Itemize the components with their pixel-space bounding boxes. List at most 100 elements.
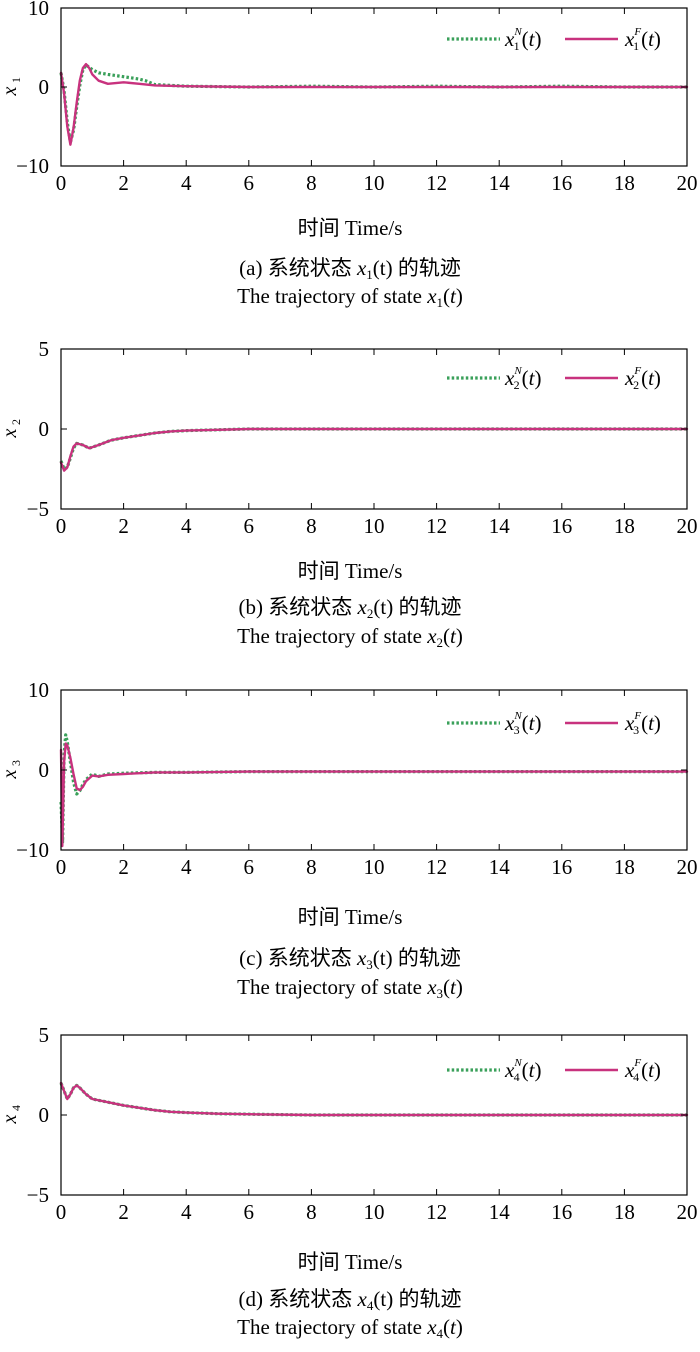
- legend-entry: xN 1(t): [504, 26, 542, 53]
- x-tick-label: 6: [244, 514, 255, 538]
- y-axis-label: x1: [0, 77, 23, 96]
- figure-caption-zh: (a) 系统状态 x1(t) 的轨迹: [239, 256, 461, 282]
- y-axis-label-var: x: [0, 86, 21, 96]
- x-tick-label: 20: [677, 171, 698, 195]
- y-axis-label-sub: 3: [9, 760, 23, 766]
- x-tick-label: 8: [306, 1200, 317, 1224]
- series-line-F: [59, 742, 689, 848]
- figure-caption-en: The trajectory of state x1(t): [237, 284, 463, 310]
- x-tick-label: 14: [489, 171, 511, 195]
- y-axis-label-var: x: [0, 769, 21, 779]
- series-line-F: [59, 427, 689, 472]
- x-tick-label: 16: [551, 855, 572, 879]
- x-tick-label: 12: [426, 1200, 447, 1224]
- x-tick-label: 10: [364, 855, 385, 879]
- y-tick-label: 10: [28, 0, 49, 20]
- x-tick-label: 6: [244, 1200, 255, 1224]
- y-axis-label: x4: [0, 1105, 23, 1124]
- y-axis-label: x2: [0, 419, 23, 438]
- y-tick-label: 0: [39, 758, 50, 782]
- x-tick-label: 6: [244, 855, 255, 879]
- legend-entry: xN 4(t): [504, 1057, 542, 1084]
- y-axis-label-var: x: [0, 428, 21, 438]
- x-axis-label: 时间 Time/s: [297, 1250, 403, 1274]
- y-tick-label: 5: [39, 1023, 50, 1047]
- x-tick-label: 0: [56, 514, 67, 538]
- x-tick-label: 6: [244, 171, 255, 195]
- y-tick-label: −5: [27, 497, 49, 521]
- x-tick-label: 16: [551, 1200, 572, 1224]
- x-tick-label: 20: [677, 514, 698, 538]
- x-tick-label: 14: [489, 514, 511, 538]
- y-tick-label: 0: [39, 417, 50, 441]
- x-tick-label: 18: [614, 855, 635, 879]
- x-tick-label: 12: [426, 514, 447, 538]
- x-tick-label: 16: [551, 514, 572, 538]
- y-axis-label-var: x: [0, 1114, 21, 1124]
- y-tick-label: 5: [39, 337, 50, 361]
- x-tick-label: 12: [426, 171, 447, 195]
- chart-panel-c: 0 2 4 6 8 10 12 14 16 18 20 10 0 −10 x 3 xN 3(t) xF 3(t) 时间…: [0, 678, 700, 1008]
- x-tick-label: 4: [181, 1200, 192, 1224]
- y-tick-label: 10: [28, 678, 49, 702]
- x-axis-label: 时间 Time/s: [297, 216, 403, 240]
- legend-entry: xF 1(t): [624, 26, 661, 53]
- y-tick-label: 0: [39, 1103, 50, 1127]
- x-tick-label: 4: [181, 171, 192, 195]
- x-tick-label: 20: [677, 855, 698, 879]
- figure-caption-zh: (c) 系统状态 x3(t) 的轨迹: [239, 946, 461, 972]
- x-tick-label: 2: [118, 855, 129, 879]
- y-axis-label-sub: 1: [9, 77, 23, 83]
- chart-panel-a: 0 2 4 6 8 10 12 14 16 18 20 10 0 −10 x 1 xN 1(t) xF 1(t) 时间…: [0, 0, 700, 330]
- x-tick-label: 0: [56, 1200, 67, 1224]
- series-line-F: [59, 62, 689, 146]
- y-tick-label: −5: [27, 1183, 49, 1207]
- x-tick-label: 14: [489, 855, 511, 879]
- y-tick-label: 0: [39, 75, 50, 99]
- series-line-N: [59, 427, 687, 471]
- x-tick-label: 18: [614, 514, 635, 538]
- x-tick-label: 8: [306, 855, 317, 879]
- figure-caption-en: The trajectory of state x2(t): [237, 624, 463, 650]
- chart-panel-d: 0 2 4 6 8 10 12 14 16 18 20 5 0 −5 x 4 xN 4(t) xF 4(t) 时间 T…: [0, 1022, 700, 1352]
- legend-entry: xF 4(t): [624, 1057, 661, 1084]
- x-tick-label: 0: [56, 171, 67, 195]
- x-tick-label: 0: [56, 855, 67, 879]
- y-axis-label-sub: 2: [9, 419, 23, 425]
- figure-caption-en: The trajectory of state x4(t): [237, 1315, 463, 1341]
- series-line-F: [59, 1081, 689, 1117]
- legend-entry: xF 2(t): [624, 365, 661, 392]
- x-tick-label: 10: [364, 171, 385, 195]
- figure-caption-en: The trajectory of state x3(t): [237, 975, 463, 1001]
- x-tick-label: 2: [118, 1200, 129, 1224]
- x-tick-label: 8: [306, 171, 317, 195]
- figure-caption-zh: (b) 系统状态 x2(t) 的轨迹: [238, 595, 462, 621]
- series-line-N: [59, 63, 687, 144]
- y-axis-label: x3: [0, 760, 23, 779]
- legend-entry: xN 2(t): [504, 365, 542, 392]
- x-tick-label: 4: [181, 855, 192, 879]
- x-tick-label: 4: [181, 514, 192, 538]
- y-axis-label-sub: 4: [9, 1105, 23, 1111]
- x-axis-label: 时间 Time/s: [297, 559, 403, 583]
- y-tick-label: −10: [16, 838, 49, 862]
- x-tick-label: 14: [489, 1200, 511, 1224]
- x-tick-label: 20: [677, 1200, 698, 1224]
- x-tick-label: 10: [364, 1200, 385, 1224]
- x-tick-label: 8: [306, 514, 317, 538]
- x-tick-label: 18: [614, 171, 635, 195]
- figure-caption-zh: (d) 系统状态 x4(t) 的轨迹: [238, 1287, 462, 1313]
- x-tick-label: 2: [118, 514, 129, 538]
- x-tick-label: 10: [364, 514, 385, 538]
- series-line-N: [59, 733, 687, 844]
- legend-entry: xN 3(t): [504, 710, 542, 737]
- x-tick-label: 12: [426, 855, 447, 879]
- legend-entry: xF 3(t): [624, 710, 661, 737]
- chart-panel-b: 0 2 4 6 8 10 12 14 16 18 20 5 0 −5 x 2 xN 2(t) xF 2(t) 时间 T…: [0, 337, 700, 670]
- x-tick-label: 2: [118, 171, 129, 195]
- x-axis-label: 时间 Time/s: [297, 905, 403, 929]
